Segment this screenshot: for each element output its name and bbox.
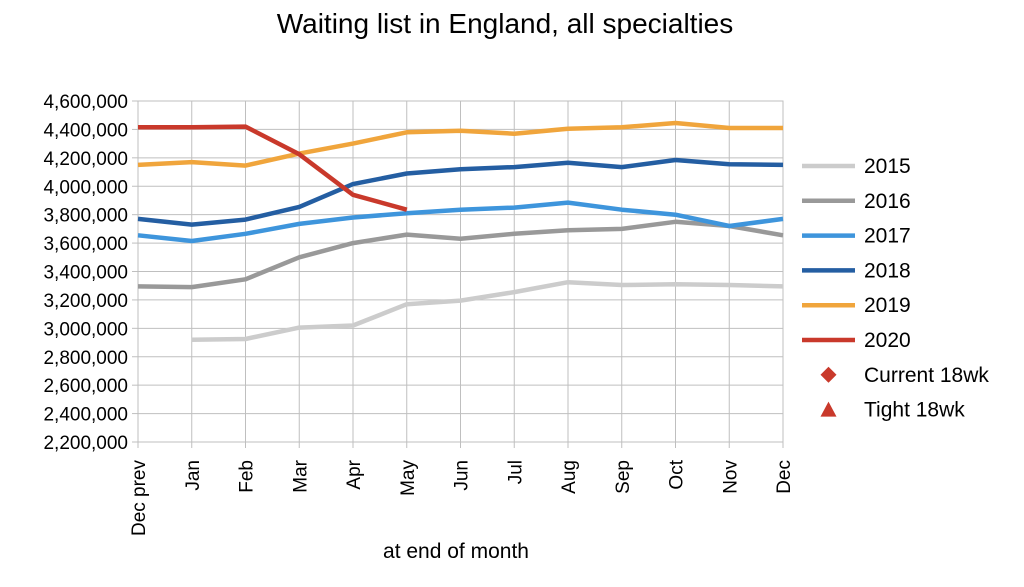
y-axis-ticks: 2,200,000 2,400,000 2,600,000 2,800,000 3,00… (43, 92, 138, 454)
x-tick-label: Jul (505, 460, 526, 484)
legend-label: Tight 18wk (864, 399, 965, 422)
y-tick-label: 2,400,000 (43, 405, 128, 426)
x-tick-label: May (398, 460, 419, 496)
y-tick-label: 3,600,000 (43, 234, 128, 255)
legend-label: 2016 (864, 190, 911, 213)
x-tick-label: Jun (452, 460, 473, 491)
x-tick-label: Nov (720, 460, 741, 494)
legend-marker-diamond (820, 366, 837, 383)
x-tick-label: Oct (667, 459, 688, 489)
x-axis-ticks: Dec prev Jan Feb Mar Apr May Jun Jul Aug Sep Oct No… (129, 442, 795, 536)
legend-label: 2019 (864, 294, 911, 317)
legend-label: 2020 (864, 329, 911, 352)
y-tick-label: 3,200,000 (43, 291, 128, 312)
series-line-2015 (191, 279, 784, 342)
chart-title: Waiting list in England, all specialties (277, 8, 734, 39)
y-tick-label: 3,000,000 (43, 319, 128, 340)
series-line-2016 (137, 219, 784, 290)
series-lines (137, 120, 784, 342)
y-tick-label: 2,200,000 (43, 433, 128, 454)
x-tick-label: Apr (344, 459, 365, 489)
legend-marker-triangle (820, 401, 837, 417)
y-tick-label: 4,600,000 (43, 92, 128, 113)
y-tick-label: 3,400,000 (43, 263, 128, 284)
x-tick-label: Sep (613, 460, 634, 494)
x-tick-label: Aug (559, 460, 580, 494)
legend: 2015 2016 2017 2018 2019 2020 Current 18wk Tigh… (802, 155, 989, 422)
x-axis-title: at end of month (383, 540, 529, 563)
y-tick-label: 3,800,000 (43, 206, 128, 227)
x-tick-label: Dec prev (129, 460, 150, 537)
y-tick-label: 2,800,000 (43, 348, 128, 369)
x-tick-label: Jan (183, 460, 204, 491)
legend-label: 2015 (864, 155, 911, 178)
legend-label: Current 18wk (864, 364, 989, 387)
y-tick-label: 4,200,000 (43, 149, 128, 170)
legend-label: 2018 (864, 259, 911, 282)
series-line-2018 (137, 157, 784, 227)
legend-label: 2017 (864, 225, 911, 248)
series-line-2020 (138, 124, 408, 212)
series-line-2019 (137, 120, 783, 168)
x-tick-label: Mar (290, 459, 311, 492)
gridlines (137, 100, 784, 443)
x-tick-label: Dec (774, 460, 795, 494)
series-line-2017 (137, 200, 784, 244)
y-tick-label: 4,000,000 (43, 177, 128, 198)
y-tick-label: 4,400,000 (43, 120, 128, 141)
x-tick-label: Feb (237, 460, 258, 493)
y-tick-label: 2,600,000 (43, 376, 128, 397)
